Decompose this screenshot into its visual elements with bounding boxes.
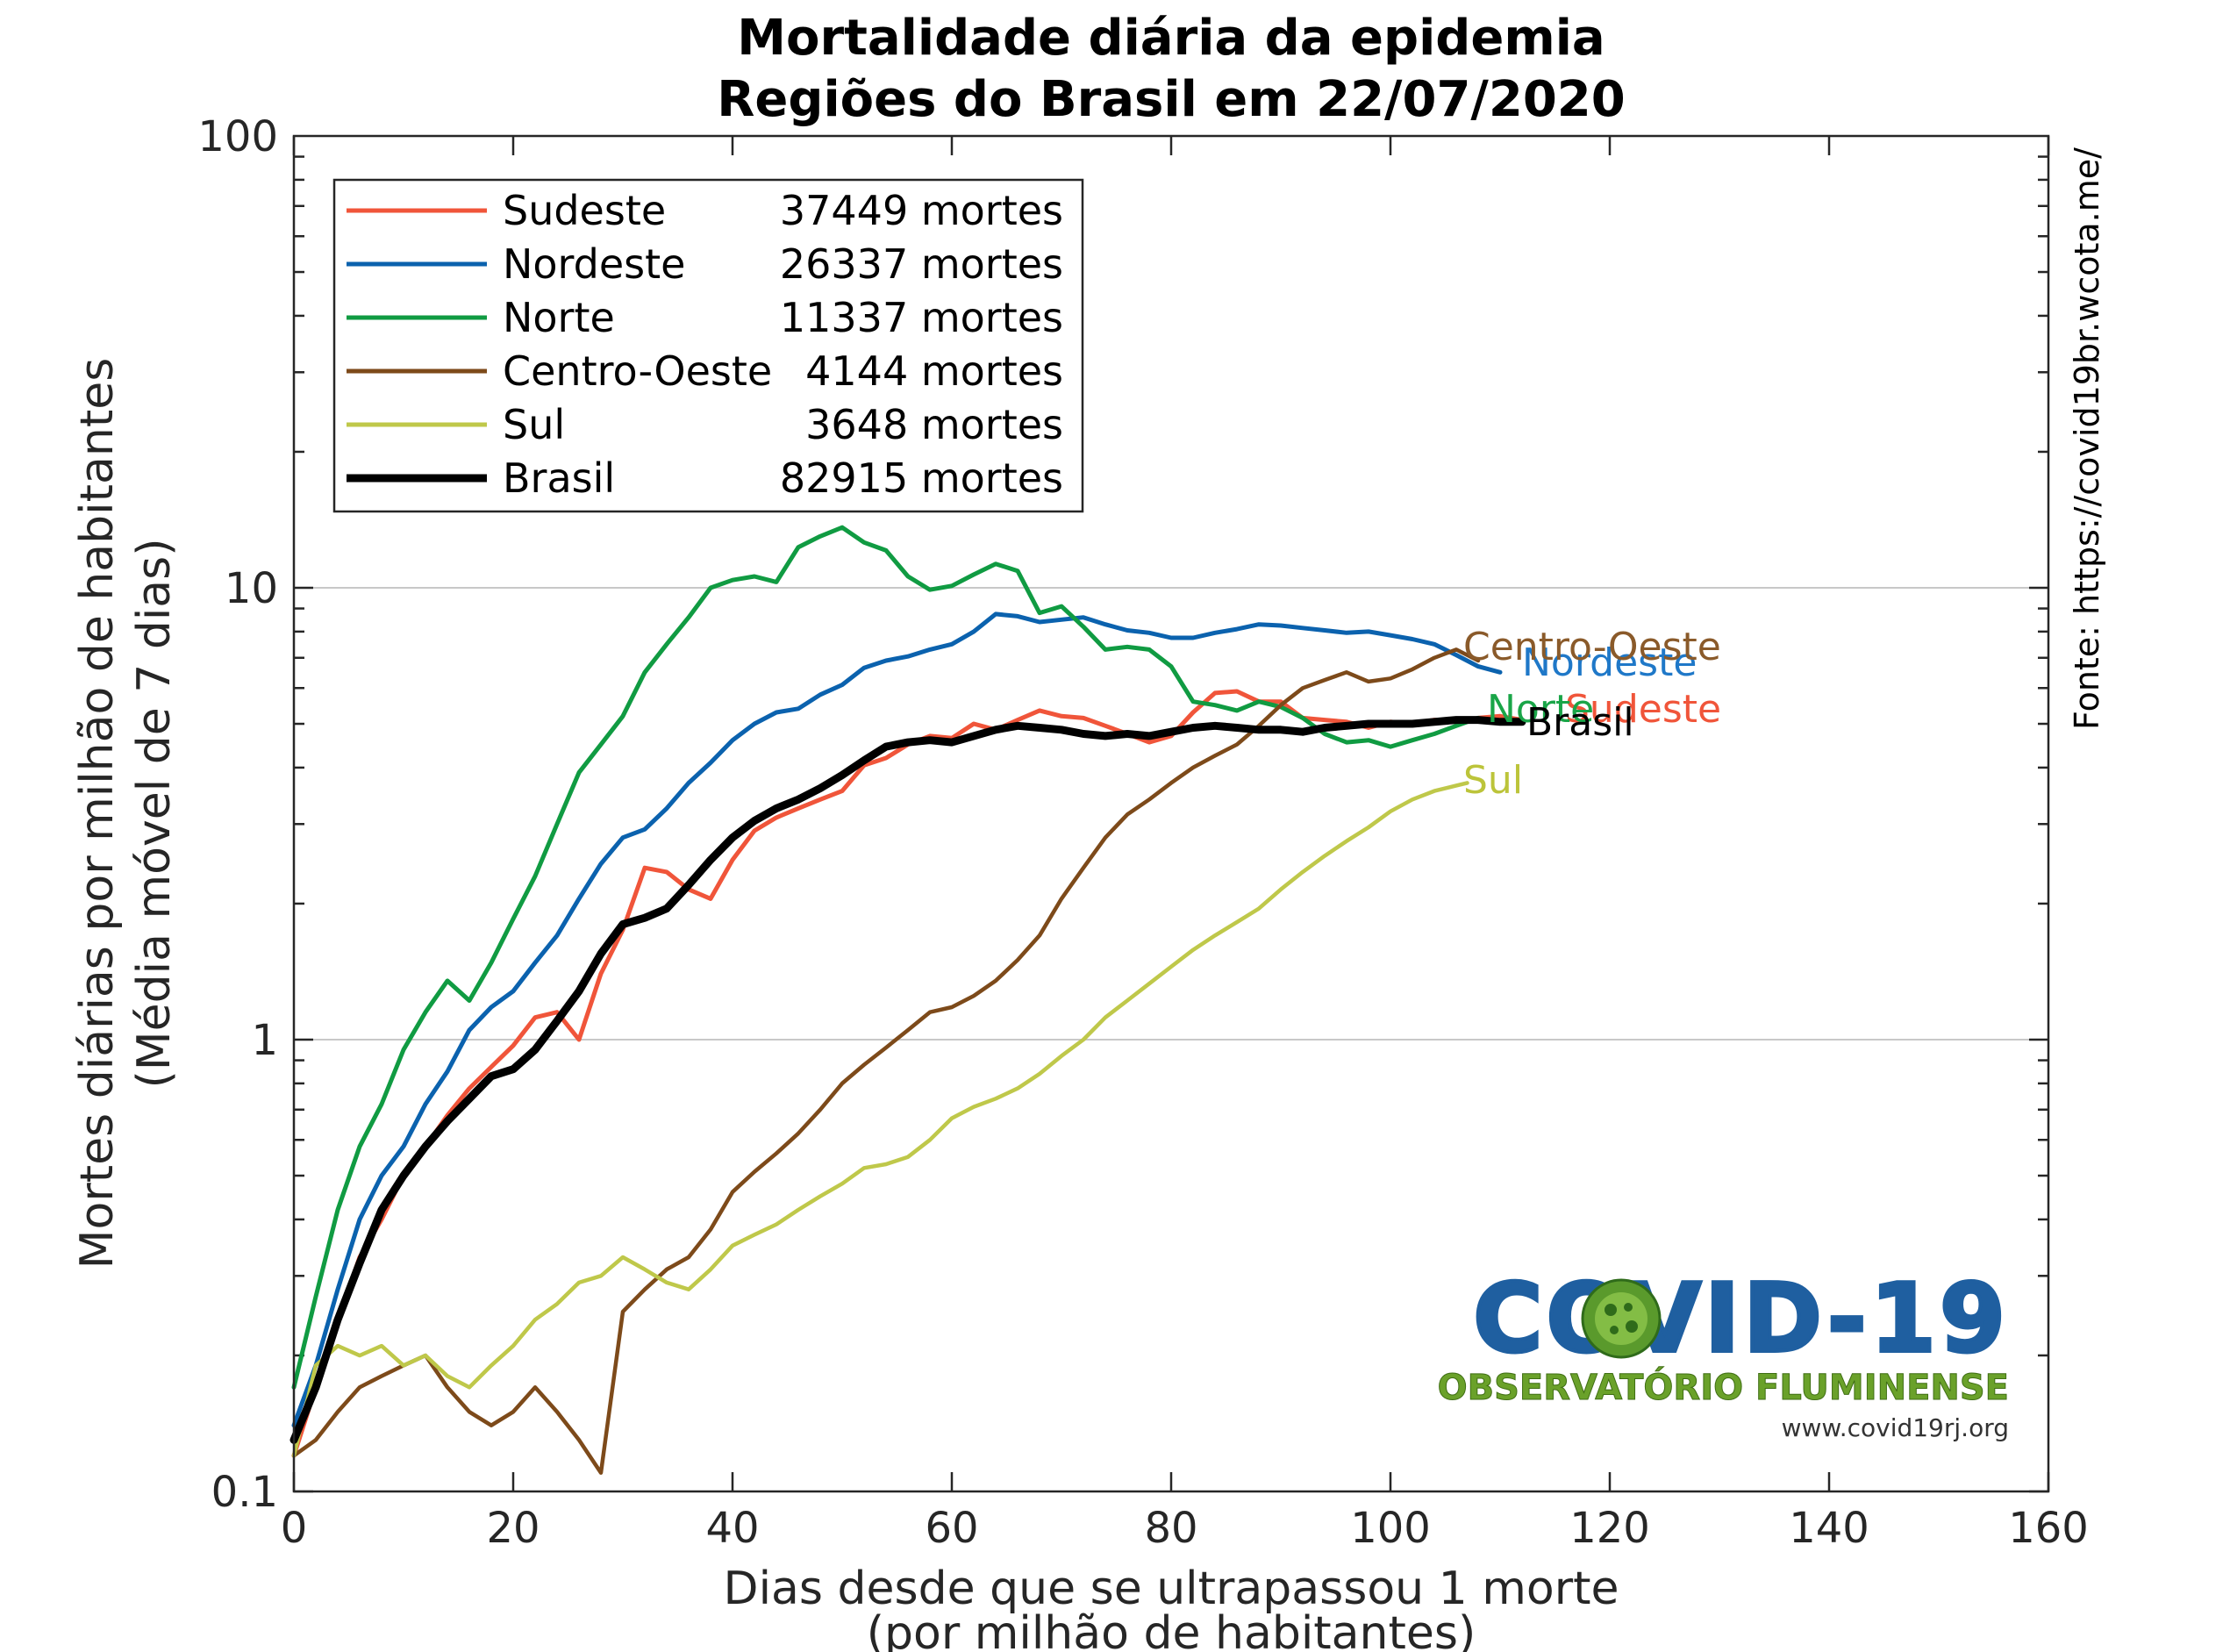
covid19-logo: COVID-19 OBSERVATÓRIO FLUMINENSE www.cov…: [1437, 1262, 2009, 1442]
end-label-sudeste: Sudeste: [1565, 687, 1721, 732]
x-tick-label: 60: [925, 1504, 978, 1553]
logo-title: COVID-19: [1473, 1264, 2009, 1374]
plot-frame: [292, 134, 2050, 1493]
x-axis-label-line-2: (por milhão de habitantes): [867, 1607, 1476, 1652]
series-line-centro-oeste: [291, 647, 1481, 1475]
legend-label: Brasil: [503, 454, 615, 502]
chart-subtitle: Regiões do Brasil em 22/07/2020: [717, 71, 1625, 128]
legend-label: Sudeste: [503, 187, 666, 234]
y-axis-label-line-1: Mortes diárias por milhão de habitantes: [71, 358, 124, 1269]
x-tick-label: 80: [1144, 1504, 1197, 1553]
legend-label: Norte: [503, 294, 615, 341]
series-line-brasil: [289, 716, 1526, 1444]
legend-deaths: 82915 mortes: [780, 454, 1063, 502]
end-label-nordeste: Nordeste: [1522, 640, 1697, 685]
legend-label: Nordeste: [503, 240, 685, 288]
x-tick-label: 140: [1789, 1504, 1869, 1553]
x-axis-label-line-1: Dias desde que se ultrapassou 1 morte: [724, 1563, 1619, 1615]
y-tick-label: 0.1: [211, 1468, 278, 1517]
legend-deaths: 37449 mortes: [780, 187, 1063, 234]
x-tick-label: 160: [2008, 1504, 2089, 1553]
y-axis-label-line-2: (Média móvel de 7 dias): [128, 538, 181, 1088]
x-tick-label: 40: [705, 1504, 759, 1553]
x-tick-label: 100: [1350, 1504, 1431, 1553]
series-line-nordeste: [291, 611, 1503, 1428]
source-text: Fonte: https://covid19br.wcota.me/: [2068, 147, 2106, 730]
chart-title: Mortalidade diária da epidemia: [737, 10, 1605, 67]
end-label-norte: Norte: [1487, 687, 1594, 732]
legend: Sudeste 37449 mortes Nordeste 26337 mortes N…: [332, 178, 1084, 513]
end-label-brasil: Brasil: [1526, 700, 1634, 745]
legend-label: Sul: [503, 401, 565, 448]
end-label-sul: Sul: [1463, 758, 1523, 803]
series-layer: [289, 525, 1526, 1475]
end-label-centro-oeste: Centro-Oeste: [1463, 625, 1721, 669]
legend-deaths: 3648 mortes: [805, 401, 1063, 448]
y-tick-label: 1: [251, 1016, 278, 1065]
x-tick-label: 0: [281, 1504, 308, 1553]
legend-deaths: 26337 mortes: [780, 240, 1063, 288]
series-line-sul: [291, 781, 1469, 1458]
virus-icon: [1581, 1278, 1662, 1359]
legend-deaths: 11337 mortes: [780, 294, 1063, 341]
y-tick-label: 100: [197, 112, 278, 161]
grid-lines: [294, 587, 2048, 1041]
legend-deaths: 4144 mortes: [805, 347, 1063, 395]
tick-labels: 0.1 1 10 100 0 20 40 60 80 100 120 140 160: [197, 112, 2088, 1553]
legend-box: [332, 178, 1084, 513]
logo-url: www.covid19rj.org: [1782, 1413, 2009, 1442]
x-tick-label: 20: [486, 1504, 540, 1553]
x-tick-label: 120: [1569, 1504, 1650, 1553]
y-tick-label: 10: [225, 564, 278, 613]
legend-label: Centro-Oeste: [503, 347, 772, 395]
logo-subtitle: OBSERVATÓRIO FLUMINENSE: [1438, 1366, 2009, 1408]
